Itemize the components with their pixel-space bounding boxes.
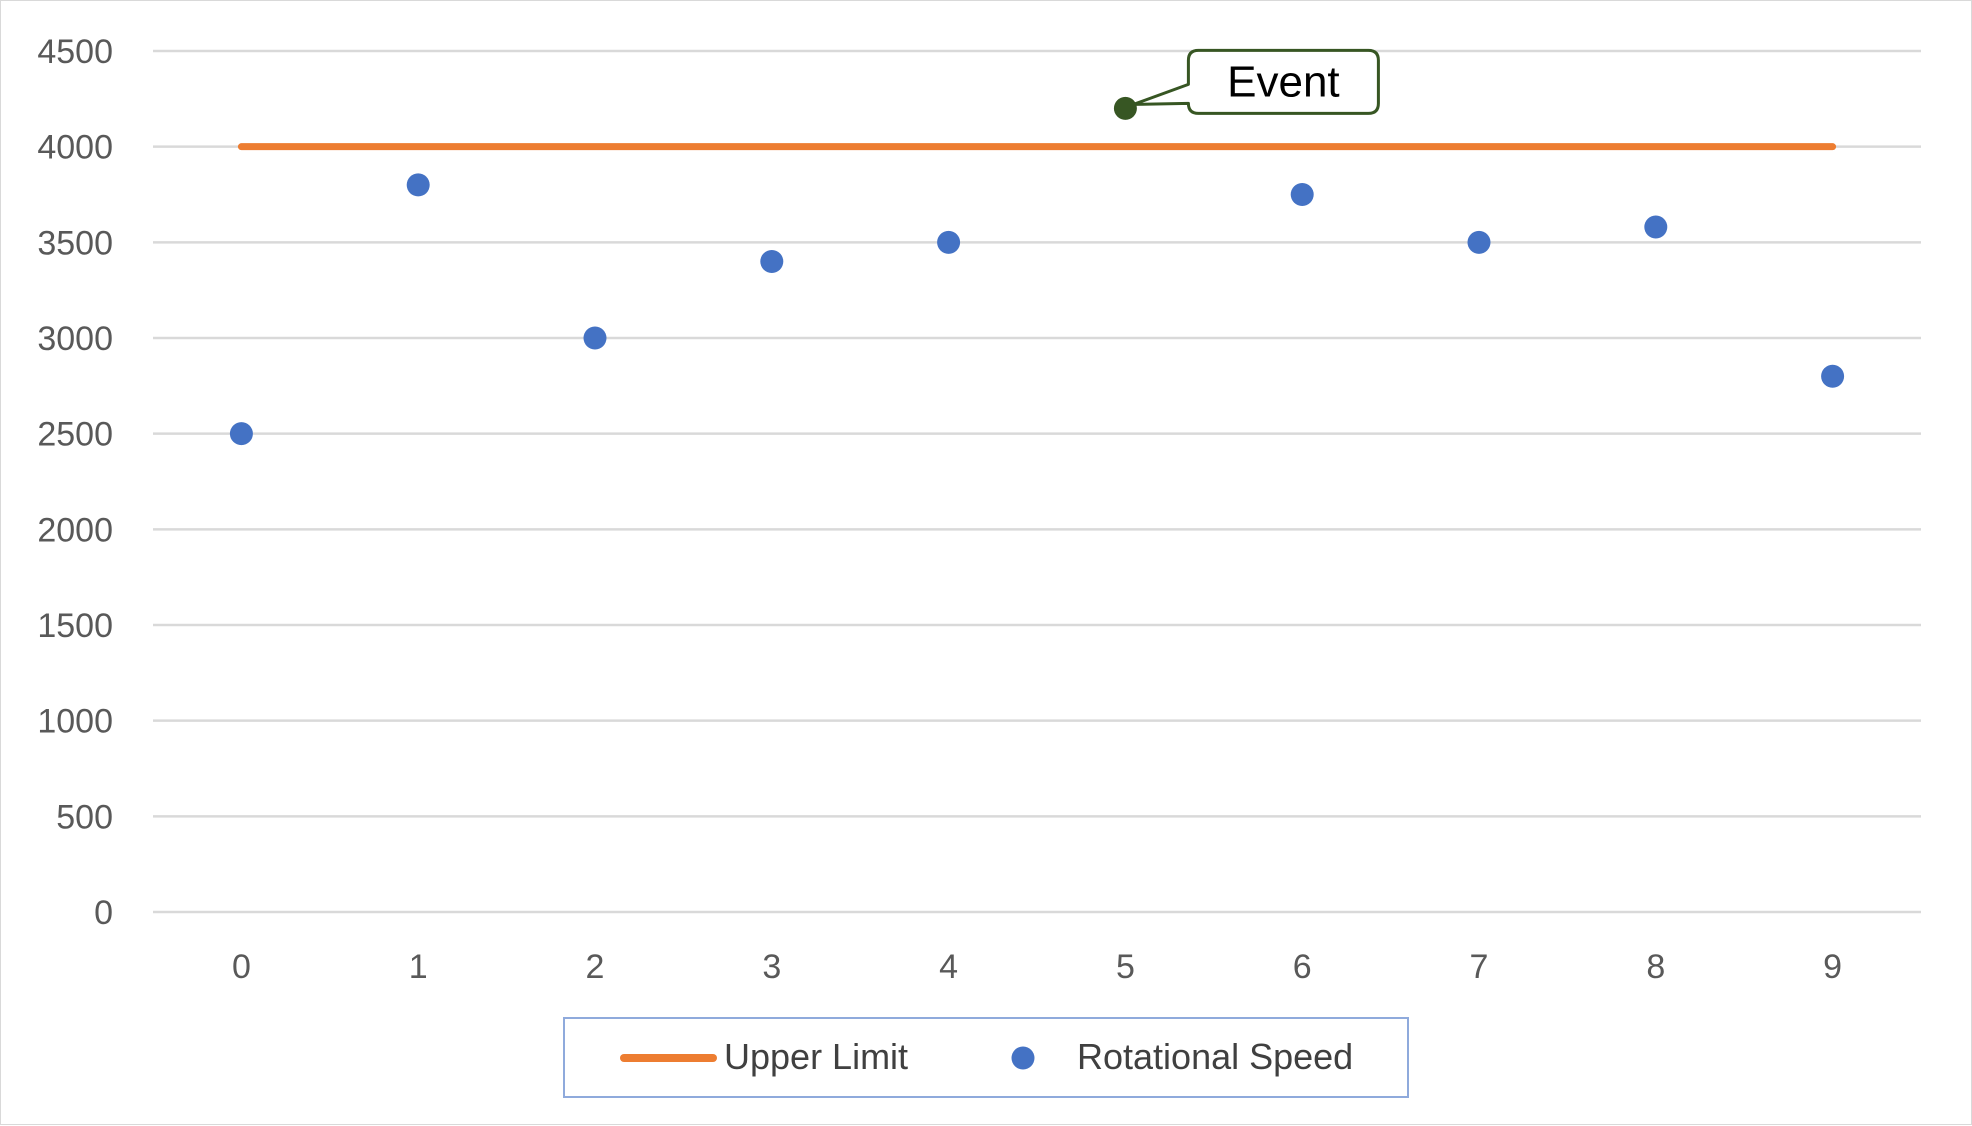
y-tick-label: 500: [56, 798, 113, 836]
y-tick-label: 0: [94, 894, 113, 932]
x-tick-label: 2: [586, 948, 605, 986]
rotational-speed-point: [1290, 183, 1314, 206]
x-tick-label: 8: [1646, 948, 1665, 986]
callout-box: [1131, 48, 1380, 115]
y-tick-label: 3000: [37, 320, 113, 358]
legend-marker-swatch: [1011, 1046, 1035, 1070]
x-axis-tick-labels: 0 1 2 3 4 5 6 7 8 9: [232, 948, 1842, 986]
x-tick-label: 4: [939, 948, 958, 986]
legend: Upper Limit Rotational Speed: [563, 1017, 1409, 1098]
x-tick-label: 0: [232, 948, 251, 986]
callout-label: Event: [1227, 57, 1340, 106]
y-tick-label: 4000: [37, 129, 113, 167]
x-tick-label: 5: [1116, 948, 1135, 986]
y-tick-label: 3500: [37, 224, 113, 262]
rotational-speed-point: [229, 422, 253, 446]
y-tick-label: 2500: [37, 416, 113, 454]
x-tick-label: 9: [1823, 948, 1842, 986]
x-tick-label: 7: [1470, 948, 1489, 986]
y-tick-label: 4500: [37, 33, 113, 71]
y-axis-tick-labels: 0 500 1000 1500 2000 2500 3000 3500 4000 4500: [37, 33, 113, 932]
legend-box: [563, 1017, 1409, 1098]
rotational-speed-point: [583, 326, 607, 350]
rotational-speed-point: [1644, 215, 1668, 239]
x-tick-label: 1: [409, 948, 428, 986]
legend-label: Upper Limit: [724, 1036, 908, 1077]
y-tick-label: 2000: [37, 511, 113, 549]
event-point: [1113, 96, 1137, 120]
y-tick-label: 1500: [37, 607, 113, 645]
x-tick-label: 6: [1293, 948, 1312, 986]
rotational-speed-point: [760, 249, 784, 273]
y-tick-label: 1000: [37, 703, 113, 741]
rotational-speed-point: [1821, 364, 1845, 388]
rotational-speed-point: [937, 230, 961, 254]
legend-label: Rotational Speed: [1077, 1036, 1353, 1077]
event-callout: Event: [1113, 48, 1380, 120]
rotational-speed-series: [229, 173, 1845, 446]
rotational-speed-point: [406, 173, 430, 197]
rotational-speed-point: [1467, 230, 1491, 254]
x-tick-label: 3: [762, 948, 781, 986]
